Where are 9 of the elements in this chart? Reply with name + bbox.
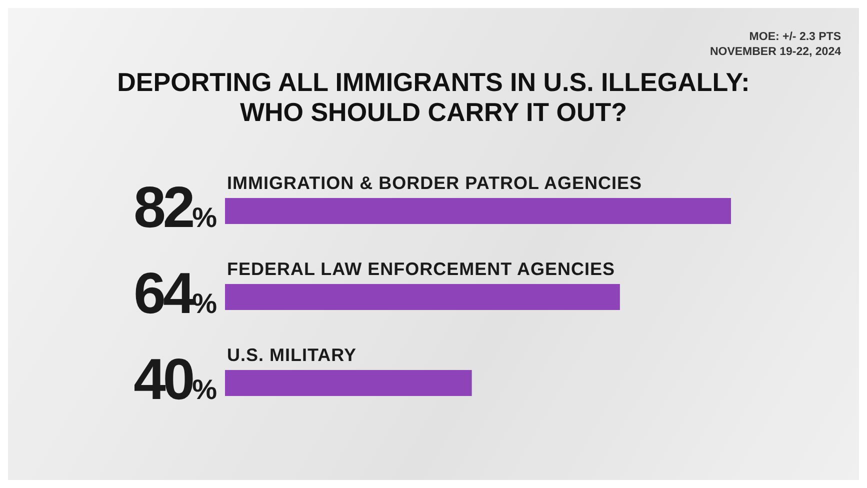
- y-tick-label: IMMIGRATION & BORDER PATROL AGENCIES: [227, 173, 642, 193]
- data-label: 64%: [134, 261, 218, 326]
- y-tick-label: FEDERAL LAW ENFORCEMENT AGENCIES: [227, 259, 616, 279]
- text: MOE: +/- 2.3 PTS: [748, 30, 841, 45]
- text: NOVEMBER 19-22, 2024: [710, 45, 841, 60]
- data-label: 82%: [134, 175, 218, 240]
- data-label: 40%: [134, 347, 218, 412]
- chart-title: DEPORTING ALL IMMIGRANTS IN U.S. ILLEGALLY: WHO SHOULD CARRY IT OUT?: [116, 67, 751, 127]
- y-tick-label: U.S. MILITARY: [227, 345, 356, 365]
